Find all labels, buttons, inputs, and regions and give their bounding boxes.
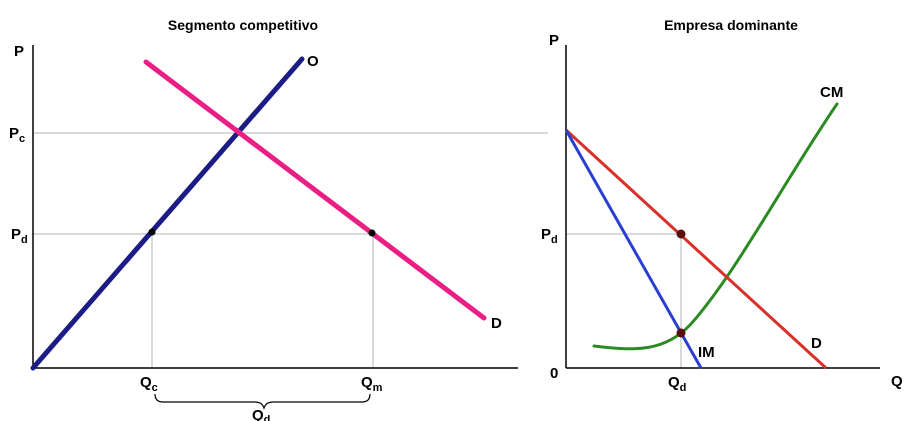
pc-label: Pc — [9, 125, 25, 145]
right-y-axis-label: P — [549, 32, 559, 49]
pc-label-main: P — [9, 125, 19, 142]
left-y-axis-label: P — [14, 43, 24, 60]
qd-brace — [154, 393, 371, 410]
pc-label-sub: c — [19, 133, 25, 145]
competitive-segment-panel: Segmento competitivo O D P Pc Pd Qc — [9, 17, 548, 421]
competitive-demand-curve — [143, 59, 487, 321]
supply-curve — [30, 56, 305, 371]
qm-label: Qm — [361, 374, 383, 394]
pd-label-left-main: P — [11, 226, 21, 243]
right-demand-label: D — [811, 335, 822, 352]
qd-label-right-sub: d — [680, 382, 687, 394]
marginal-cost-label: CM — [820, 84, 843, 101]
qm-label-main: Q — [361, 374, 373, 391]
left-demand-label: D — [491, 315, 502, 332]
dominant-demand-curve — [564, 128, 828, 370]
mr-mc-intersection-point — [676, 328, 686, 338]
qm-point — [368, 229, 376, 237]
pd-label-left-sub: d — [21, 234, 28, 246]
pd-label-right: Pd — [541, 226, 558, 246]
supply-label: O — [307, 53, 319, 70]
qm-label-sub: m — [373, 382, 383, 394]
dominant-demand-point — [676, 229, 686, 239]
qd-bracket-label: Qd — [252, 407, 270, 421]
marginal-cost-curve — [592, 102, 839, 351]
qd-bracket-label-sub: d — [264, 414, 271, 421]
qc-label-main: Q — [140, 374, 152, 391]
dominant-firm-panel: Empresa dominante CM IM D P Q 0 Pd Qd — [541, 17, 903, 394]
pd-label-left: Pd — [11, 226, 28, 246]
qc-point — [148, 228, 156, 236]
qc-label: Qc — [140, 374, 158, 394]
origin-label: 0 — [550, 365, 558, 382]
qc-label-sub: c — [152, 382, 158, 394]
qd-label-right-main: Q — [668, 374, 680, 391]
marginal-revenue-curve — [564, 129, 703, 369]
marginal-revenue-label: IM — [698, 344, 715, 361]
left-panel-title: Segmento competitivo — [168, 17, 318, 33]
right-panel-title: Empresa dominante — [664, 17, 798, 33]
qd-bracket-label-main: Q — [252, 407, 264, 421]
right-x-axis-label: Q — [891, 373, 903, 390]
pd-label-right-main: P — [541, 226, 551, 243]
pd-label-right-sub: d — [551, 234, 558, 246]
qd-label-right: Qd — [668, 374, 686, 394]
